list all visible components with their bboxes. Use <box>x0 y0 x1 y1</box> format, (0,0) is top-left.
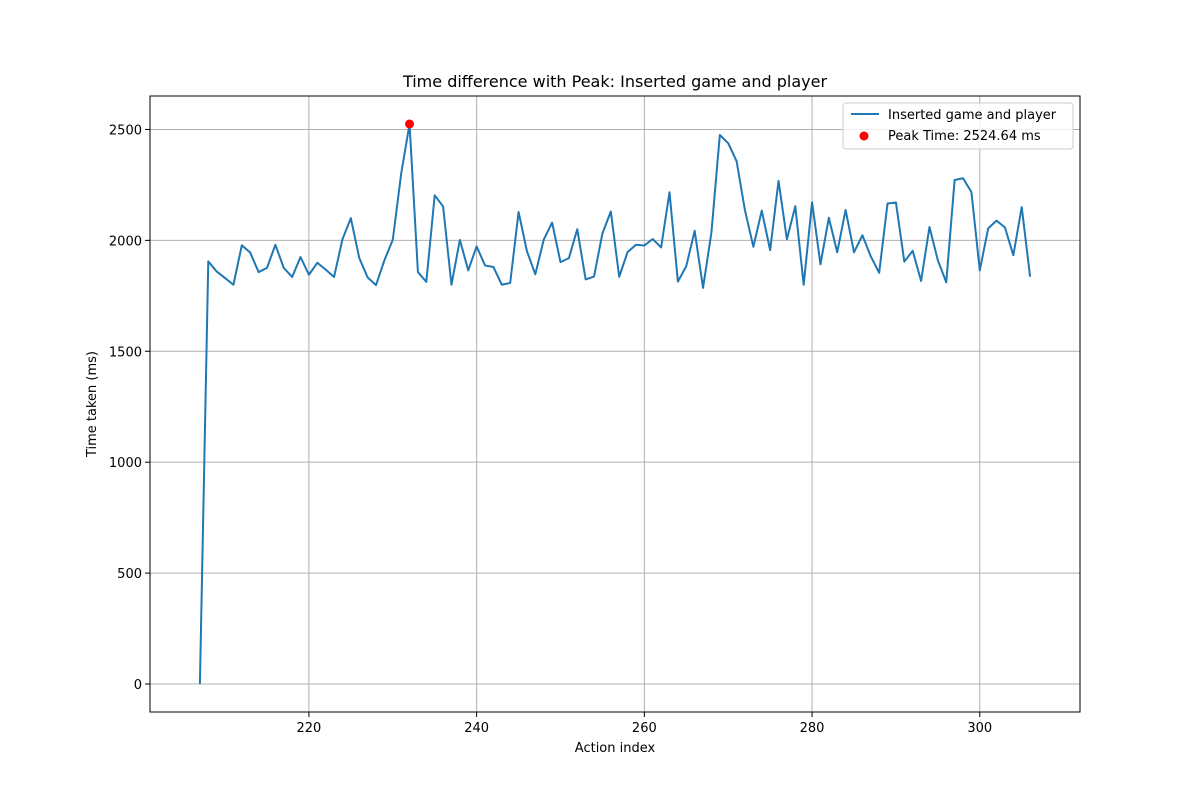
legend-box <box>842 102 1074 150</box>
y-axis-label: Time taken (ms) <box>85 351 100 458</box>
x-tick-label: 220 <box>296 721 321 736</box>
series-line-inserted-game-and-player <box>198 122 1032 685</box>
legend-label-line: Inserted game and player <box>888 108 1057 123</box>
x-tick-label: 280 <box>800 721 825 736</box>
y-tick-label: 0 <box>134 678 142 693</box>
x-tick-label: 300 <box>967 721 992 736</box>
x-tick-label: 260 <box>632 721 657 736</box>
chart-title: Time difference with Peak: Inserted game… <box>402 72 828 91</box>
y-tick-label: 2500 <box>109 123 142 138</box>
legend: Inserted game and player Peak Time: 2524… <box>842 102 1074 150</box>
legend-label-peak: Peak Time: 2524.64 ms <box>888 129 1041 144</box>
x-tick-label: 240 <box>464 721 489 736</box>
x-axis-label: Action index <box>575 741 656 756</box>
y-tick-label: 1000 <box>109 456 142 471</box>
legend-marker-swatch <box>859 131 869 141</box>
y-tick-label: 500 <box>117 567 142 582</box>
y-tick-label: 2000 <box>109 234 142 249</box>
plot-series <box>198 119 1032 685</box>
peak-point <box>405 119 415 129</box>
plot-frame <box>149 95 1081 713</box>
axis-ticks: 220 240 260 280 300 0 500 1000 1500 2000 2500 <box>109 123 992 736</box>
y-tick-label: 1500 <box>109 345 142 360</box>
